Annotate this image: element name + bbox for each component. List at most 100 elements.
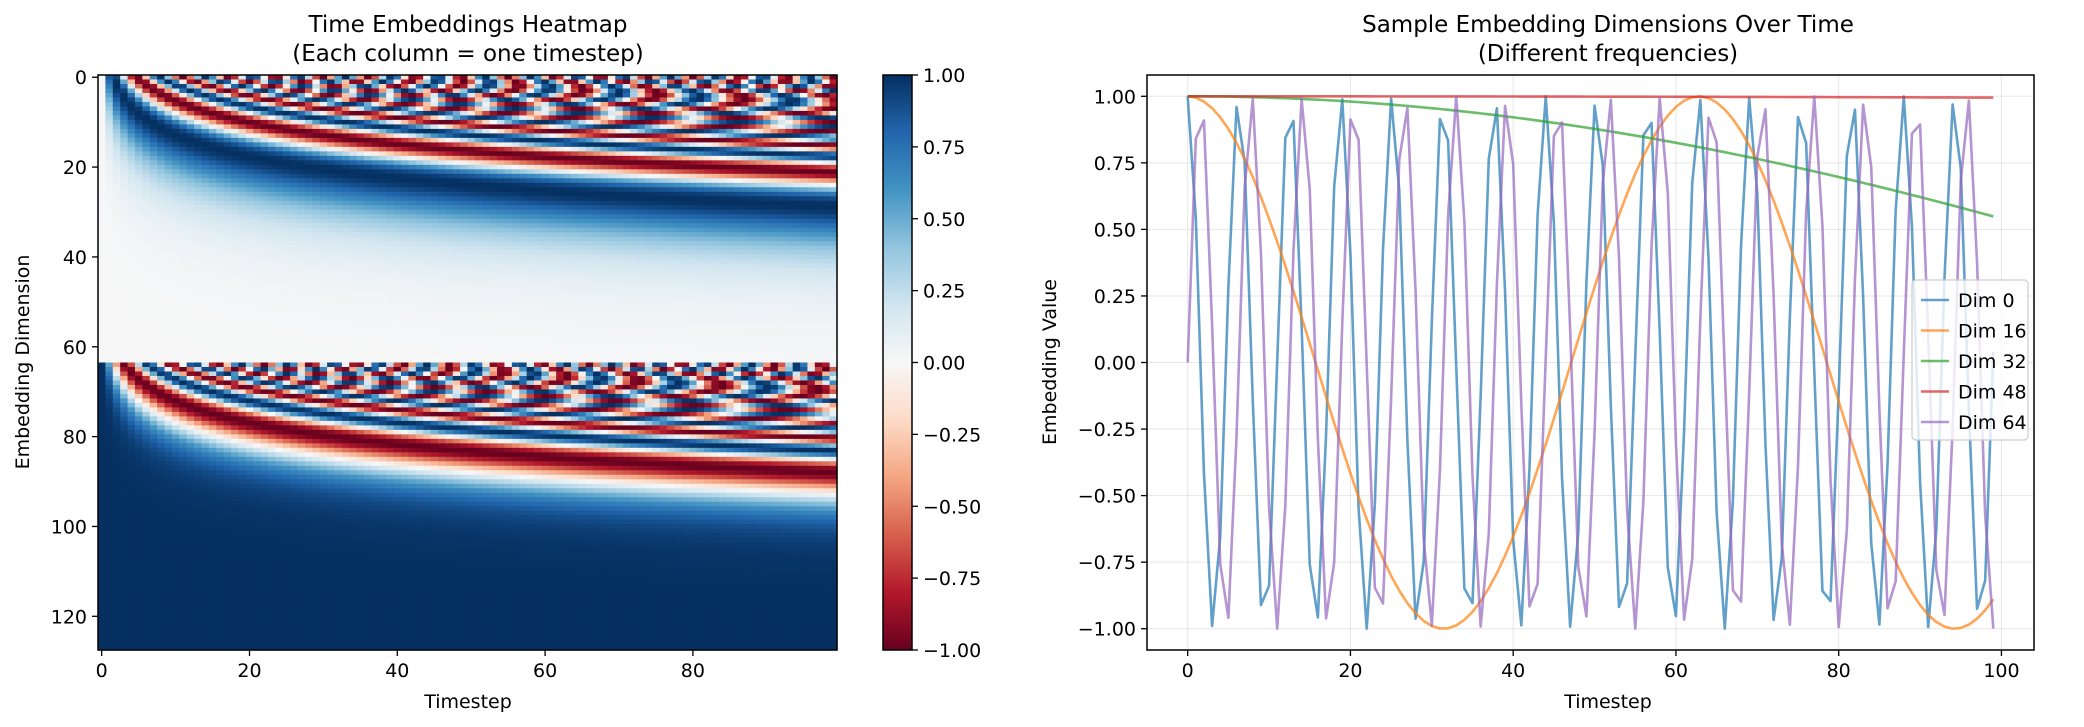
heatmap-cell [607, 110, 616, 117]
heatmap-cell [378, 128, 387, 134]
heatmap-cell [400, 119, 409, 126]
heatmap-cell [792, 241, 801, 247]
heatmap-cell [423, 254, 432, 260]
heatmap-cell [615, 83, 624, 90]
heatmap-cell [652, 232, 661, 238]
heatmap-cell [260, 209, 269, 215]
heatmap-cell [223, 169, 232, 175]
heatmap-cell [556, 110, 565, 117]
heatmap-cell [733, 232, 742, 238]
heatmap-cell [312, 236, 321, 242]
heatmap-cell [319, 169, 328, 175]
heatmap-cell [238, 259, 247, 265]
heatmap-cell [437, 241, 446, 247]
heatmap-cell [393, 241, 402, 247]
heatmap-cell [489, 146, 498, 152]
heatmap-cell [208, 119, 217, 126]
heatmap-cell [792, 101, 801, 108]
heatmap-cell [445, 263, 454, 269]
heatmap-cell [474, 151, 483, 157]
heatmap-cell [127, 110, 136, 117]
heatmap-cell [179, 88, 188, 94]
heatmap-cell [630, 164, 639, 170]
heatmap-cell [467, 232, 476, 238]
heatmap-cell [644, 191, 653, 197]
heatmap-cell [231, 151, 240, 157]
heatmap-cell [570, 97, 579, 103]
heatmap-cell [711, 259, 720, 265]
heatmap-cell [681, 101, 690, 108]
heatmap-cell [356, 101, 365, 108]
heatmap-cell [674, 88, 683, 94]
heatmap-cell [127, 268, 136, 274]
heatmap-cell [681, 137, 690, 143]
heatmap-cell [829, 155, 838, 161]
heatmap-cell [829, 178, 838, 184]
heatmap-cell [282, 160, 291, 166]
heatmap-cell [319, 227, 328, 233]
heatmap-cell [415, 290, 424, 296]
heatmap-cell [304, 83, 313, 90]
heatmap-cell [482, 223, 491, 229]
heatmap-cell [112, 196, 121, 202]
heatmap-cell [763, 110, 772, 117]
heatmap-cell [674, 146, 683, 152]
heatmap-cell [511, 241, 520, 247]
heatmap-cell [179, 164, 188, 170]
heatmap-cell [482, 169, 491, 175]
heatmap-cell [740, 106, 749, 112]
heatmap-cell [171, 83, 180, 90]
heatmap-cell [371, 173, 380, 179]
heatmap-cell [726, 241, 735, 247]
heatmap-cell [312, 286, 321, 292]
heatmap-cell [570, 155, 579, 161]
heatmap-cell [364, 295, 373, 301]
heatmap-cell [260, 115, 269, 121]
heatmap-cell [534, 232, 542, 238]
heatmap-cell [356, 214, 365, 220]
heatmap-cell [829, 146, 838, 152]
heatmap-cell [194, 196, 203, 202]
heatmap-cell [171, 124, 180, 130]
heatmap-cell [681, 245, 690, 251]
heatmap-cell [120, 110, 129, 117]
heatmap-cell [304, 241, 313, 247]
heatmap-cell [711, 191, 720, 197]
heatmap-cell [593, 196, 602, 202]
heatmap-cell [534, 286, 542, 292]
heatmap-cell [423, 187, 432, 193]
heatmap-cell [607, 191, 616, 197]
heatmap-cell [785, 205, 794, 211]
heatmap-cell [659, 79, 668, 85]
heatmap-cell [327, 173, 336, 179]
heatmap-cell [622, 187, 631, 193]
heatmap-cell [142, 250, 151, 256]
heatmap-cell [127, 164, 136, 170]
heatmap-cell [511, 110, 520, 117]
heatmap-cell [622, 75, 631, 81]
heatmap-cell [393, 119, 402, 126]
heatmap-cell [674, 218, 683, 224]
heatmap-cell [792, 83, 801, 90]
heatmap-cell [755, 182, 764, 188]
heatmap-cell [696, 128, 705, 134]
heatmap-cell [223, 124, 232, 130]
heatmap-cell [201, 223, 210, 229]
heatmap-cell [733, 218, 742, 224]
heatmap-cell [726, 209, 735, 215]
heatmap-cell [511, 232, 520, 238]
heatmap-cell [157, 110, 166, 117]
heatmap-cell [763, 106, 772, 112]
heatmap-cell [231, 119, 240, 126]
heatmap-cell [400, 173, 409, 179]
heatmap-cell [807, 223, 816, 229]
heatmap-cell [740, 79, 749, 85]
heatmap-cell [253, 209, 262, 215]
heatmap-cell [681, 115, 690, 121]
heatmap-cell [644, 151, 653, 157]
heatmap-cell [297, 119, 306, 126]
heatmap-cell [164, 164, 173, 170]
heatmap-cell [253, 110, 262, 117]
heatmap-cell [541, 286, 550, 292]
heatmap-cell [578, 182, 587, 188]
